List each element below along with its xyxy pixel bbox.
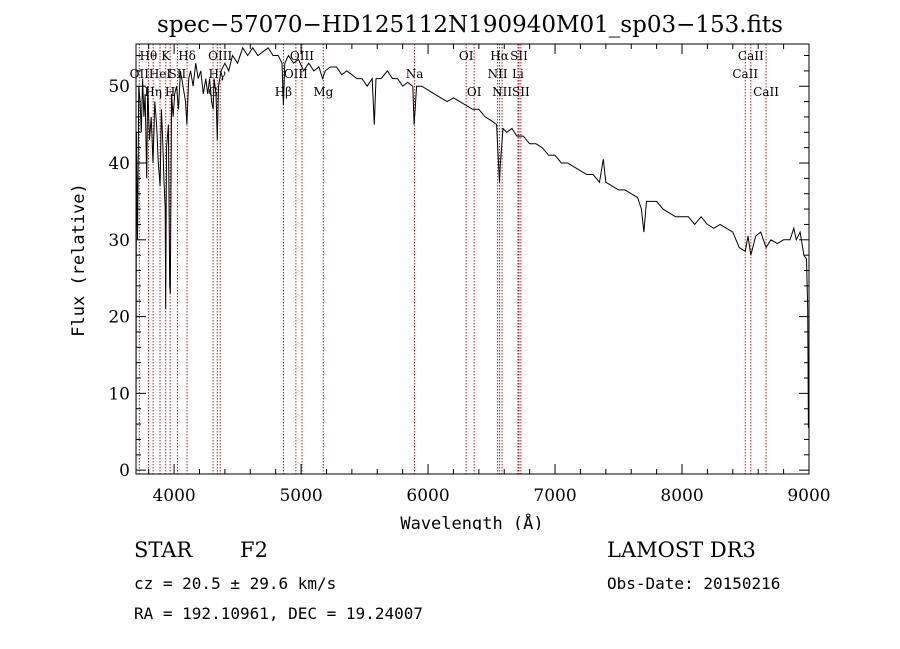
- y-axis-label: Flux (relative): [69, 183, 89, 337]
- y-tick-label: 30: [108, 231, 130, 251]
- line-label-26: CaII: [753, 85, 779, 99]
- line-label-10: OIII: [208, 49, 232, 63]
- spectrum-line: [135, 46, 809, 467]
- line-label-23: SII: [512, 85, 530, 99]
- line-label-14: Mg: [313, 85, 333, 99]
- object-subclass: F2: [240, 538, 268, 562]
- observation-date: Obs-Date: 20150216: [607, 574, 781, 593]
- spectral-line-labels: OIIHθHηHeIKHSIIHδGHγOIIIHβOIIIOIIIMgNaOI…: [130, 49, 780, 99]
- x-tick-label: 6000: [406, 486, 449, 506]
- x-tick-label: 5000: [279, 486, 322, 506]
- x-axis-label: Wavelength (Å): [400, 512, 543, 530]
- line-label-4: K: [161, 49, 171, 63]
- line-label-0: OII: [130, 67, 150, 81]
- x-tick-label: 8000: [660, 486, 703, 506]
- y-axis: 0 10 20 30 40 50: [108, 55, 809, 481]
- y-tick-label: 40: [108, 154, 130, 174]
- x-axis: 4000 5000 6000 7000 8000 9000: [148, 44, 831, 506]
- spectral-line-markers: [138, 44, 767, 474]
- line-label-1: Hθ: [140, 49, 158, 63]
- x-tick-label: 7000: [533, 486, 576, 506]
- line-label-17: OI: [467, 85, 482, 99]
- y-tick-label: 50: [108, 77, 130, 97]
- survey-name: LAMOST DR3: [607, 538, 756, 562]
- line-label-20: NII: [492, 85, 512, 99]
- line-label-9: Hγ: [208, 67, 226, 81]
- coordinates: RA = 192.10961, DEC = 19.24007: [134, 604, 423, 623]
- x-tick-label: 9000: [787, 486, 830, 506]
- x-tick-label: 4000: [152, 486, 195, 506]
- y-tick-label: 20: [108, 308, 130, 328]
- line-label-18: NII: [488, 67, 508, 81]
- line-label-8: G: [208, 85, 218, 99]
- line-label-21: Li: [512, 67, 524, 81]
- line-label-2: Hη: [144, 85, 162, 99]
- line-label-6: SII: [169, 67, 187, 81]
- line-label-3: HeI: [149, 67, 172, 81]
- line-label-24: CaII: [732, 67, 758, 81]
- line-label-5: H: [165, 85, 175, 99]
- line-label-22: SII: [510, 49, 528, 63]
- spectrum-chart: spec−57070−HD125112N190940M01_sp03−153.f…: [69, 12, 831, 530]
- line-label-7: Hδ: [178, 49, 196, 63]
- line-label-12: OIII: [284, 67, 308, 81]
- line-label-19: Hα: [490, 49, 509, 63]
- y-tick-label: 0: [119, 461, 130, 481]
- y-tick-label: 10: [108, 384, 130, 404]
- line-label-16: OI: [459, 49, 474, 63]
- line-label-25: CaII: [738, 49, 764, 63]
- line-label-13: OIII: [290, 49, 314, 63]
- object-class: STAR: [134, 538, 193, 562]
- line-label-15: Na: [406, 67, 424, 81]
- redshift-velocity: cz = 20.5 ± 29.6 km/s: [134, 574, 337, 593]
- chart-title: spec−57070−HD125112N190940M01_sp03−153.f…: [157, 12, 783, 38]
- plot-frame: [135, 43, 810, 475]
